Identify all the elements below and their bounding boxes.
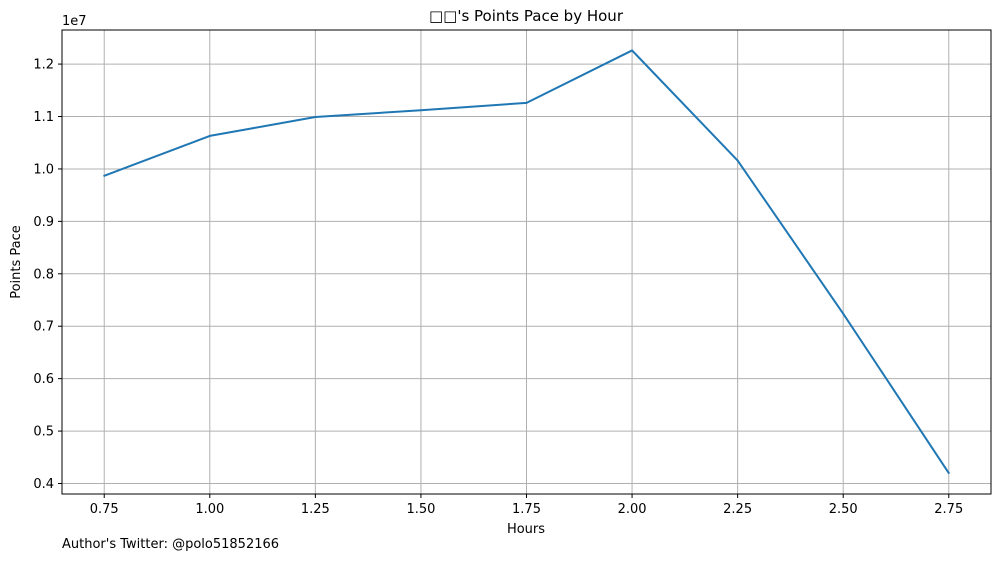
y-axis-label: Points Pace (9, 225, 24, 299)
x-tick-label: 1.00 (195, 502, 224, 517)
y-tick-label: 0.6 (33, 372, 54, 387)
data-point (208, 134, 211, 137)
data-point (314, 116, 317, 119)
x-tick-label: 1.25 (301, 502, 330, 517)
y-tick-label: 1.0 (33, 162, 54, 177)
x-tick-label: 2.25 (723, 502, 752, 517)
y-tick-label: 0.8 (33, 267, 54, 282)
y-tick-label: 0.4 (33, 477, 54, 492)
y-tick-label: 1.2 (33, 58, 54, 73)
author-credit: Author's Twitter: @polo51852166 (62, 537, 280, 552)
axis-ticks: 0.75 1.00 1.25 1.50 1.75 2.00 2.25 2.50 2.75 0.4 0… (33, 58, 963, 517)
x-tick-label: 0.75 (90, 502, 119, 517)
x-axis-label: Hours (507, 522, 545, 537)
data-point (736, 159, 739, 162)
data-point (525, 101, 528, 104)
x-tick-label: 2.00 (618, 502, 647, 517)
data-point (631, 49, 634, 52)
grid (62, 30, 991, 494)
data-point (842, 312, 845, 315)
y-tick-label: 0.7 (33, 320, 54, 335)
y-tick-label: 1.1 (33, 110, 54, 125)
y-tick-label: 0.9 (33, 215, 54, 230)
chart-title: □□'s Points Pace by Hour (429, 7, 624, 25)
x-tick-label: 1.50 (406, 502, 435, 517)
data-point (947, 472, 950, 475)
y-offset-label: 1e7 (62, 14, 87, 29)
data-point (103, 174, 106, 177)
y-tick-label: 0.5 (33, 425, 54, 440)
data-point (419, 109, 422, 112)
x-tick-label: 2.75 (934, 502, 963, 517)
series-layer (103, 49, 950, 475)
x-tick-label: 2.50 (829, 502, 858, 517)
x-tick-label: 1.75 (512, 502, 541, 517)
